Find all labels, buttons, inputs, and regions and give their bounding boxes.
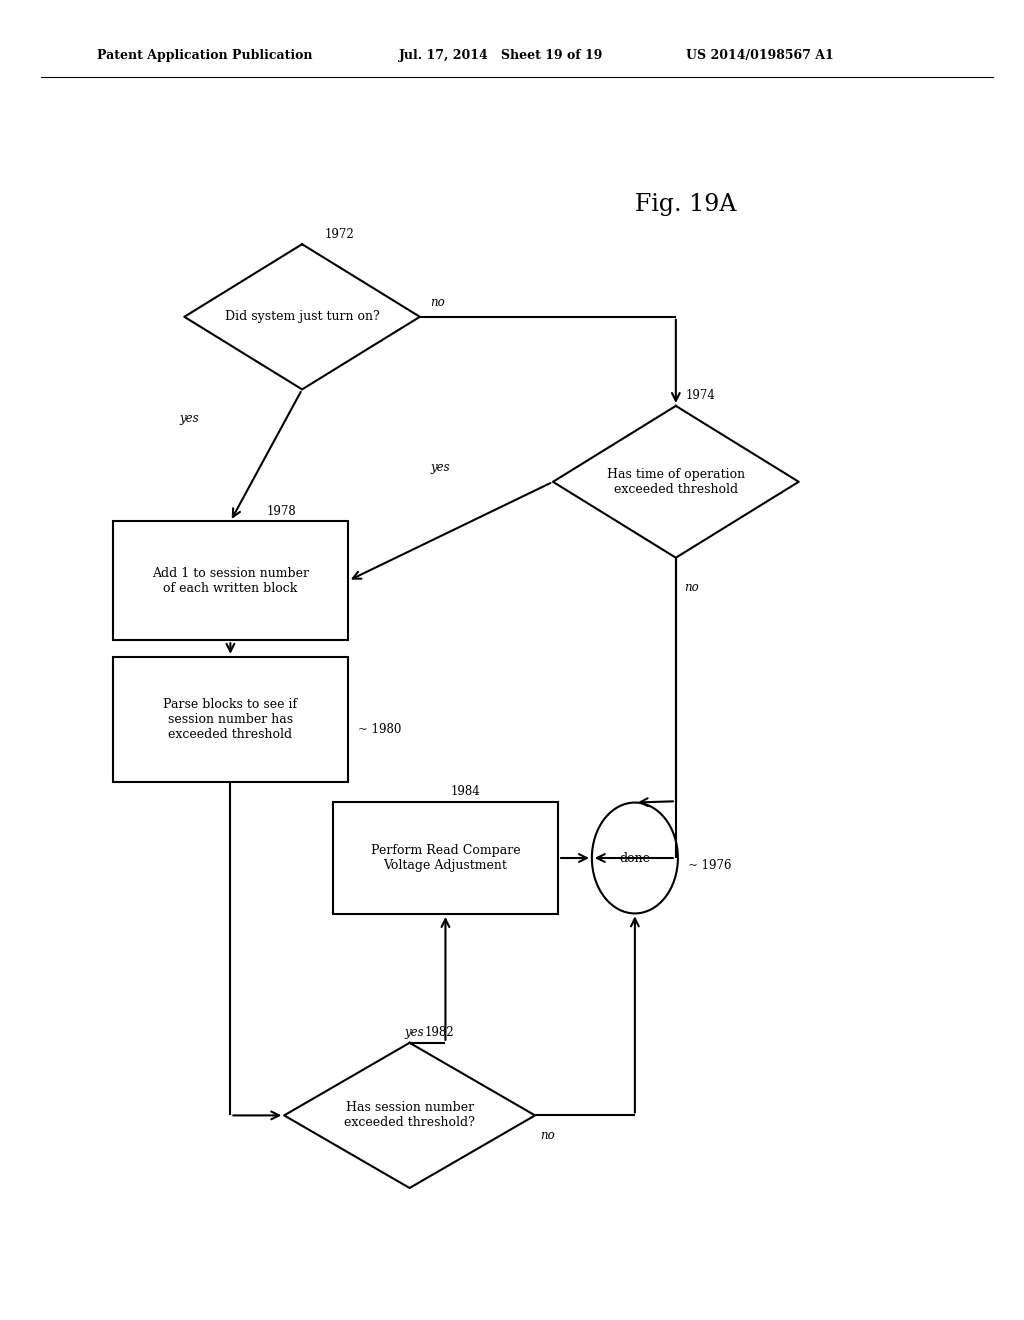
Text: Has session number
exceeded threshold?: Has session number exceeded threshold? bbox=[344, 1101, 475, 1130]
Text: ~ 1980: ~ 1980 bbox=[358, 722, 401, 735]
Text: yes: yes bbox=[179, 412, 199, 425]
Text: 1972: 1972 bbox=[325, 227, 354, 240]
Text: yes: yes bbox=[404, 1026, 424, 1039]
Text: US 2014/0198567 A1: US 2014/0198567 A1 bbox=[686, 49, 834, 62]
Text: Perform Read Compare
Voltage Adjustment: Perform Read Compare Voltage Adjustment bbox=[371, 843, 520, 873]
Text: Has time of operation
exceeded threshold: Has time of operation exceeded threshold bbox=[607, 467, 744, 496]
Text: 1974: 1974 bbox=[686, 389, 716, 403]
Text: ~ 1976: ~ 1976 bbox=[688, 858, 731, 871]
Text: no: no bbox=[541, 1129, 555, 1142]
Text: Jul. 17, 2014   Sheet 19 of 19: Jul. 17, 2014 Sheet 19 of 19 bbox=[399, 49, 604, 62]
Text: 1978: 1978 bbox=[266, 504, 296, 517]
Text: 1982: 1982 bbox=[425, 1026, 455, 1039]
Text: no: no bbox=[430, 296, 444, 309]
Circle shape bbox=[592, 803, 678, 913]
Text: no: no bbox=[684, 581, 698, 594]
Text: Add 1 to session number
of each written block: Add 1 to session number of each written … bbox=[152, 566, 309, 595]
Bar bbox=[113, 656, 348, 781]
Text: Patent Application Publication: Patent Application Publication bbox=[97, 49, 312, 62]
Text: Did system just turn on?: Did system just turn on? bbox=[224, 310, 380, 323]
Text: 1984: 1984 bbox=[451, 785, 480, 799]
Text: Fig. 19A: Fig. 19A bbox=[635, 193, 736, 216]
Text: done: done bbox=[620, 851, 650, 865]
Text: yes: yes bbox=[430, 461, 450, 474]
Text: Parse blocks to see if
session number has
exceeded threshold: Parse blocks to see if session number ha… bbox=[164, 698, 297, 741]
Bar bbox=[113, 521, 348, 640]
Bar bbox=[333, 801, 558, 913]
